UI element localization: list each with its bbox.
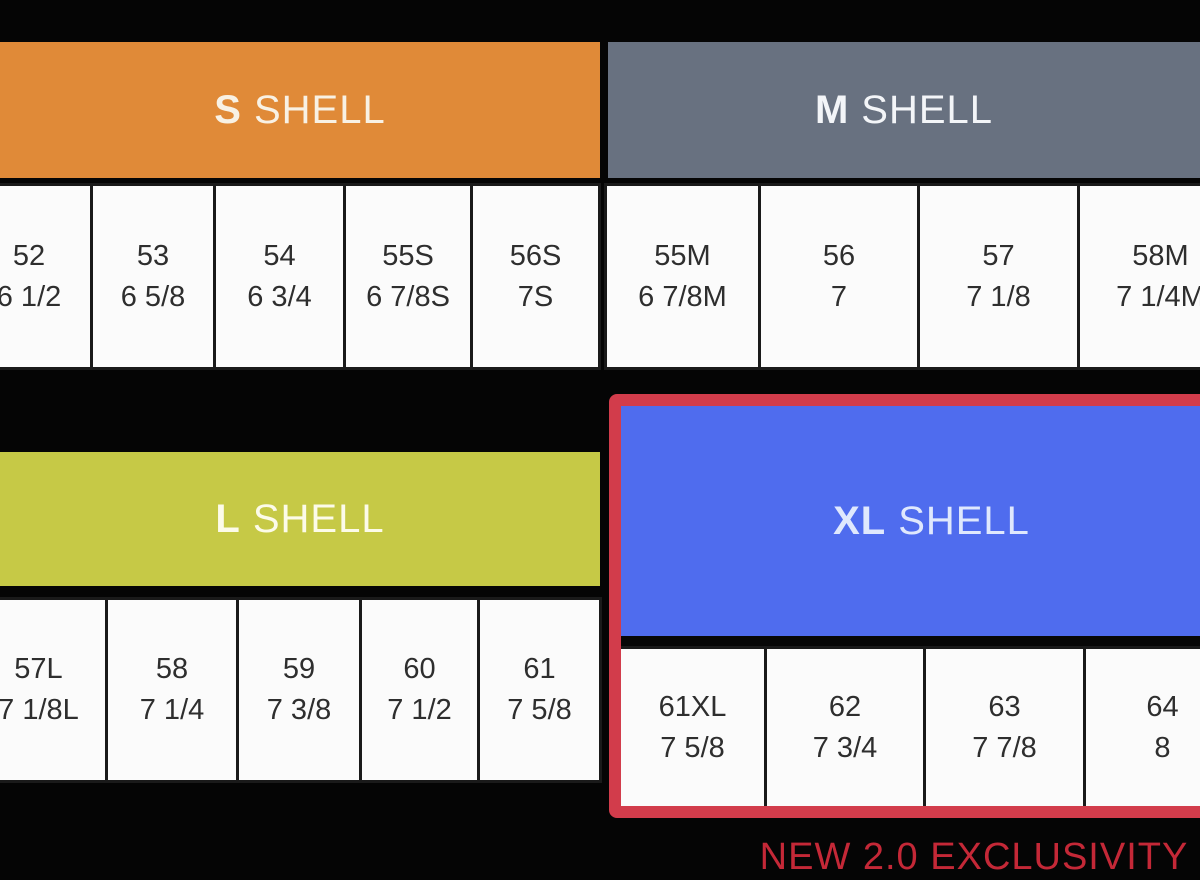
hat-size: 6 7/8S: [366, 280, 450, 313]
hat-size: 7 5/8: [660, 731, 725, 764]
hat-size: 7 1/8: [966, 280, 1031, 313]
helmet-size: 64: [1146, 690, 1179, 723]
size-cell: 57 7 1/8: [920, 183, 1080, 370]
size-cell: 55S 6 7/8S: [346, 183, 473, 370]
hat-size: 7 1/4M: [1116, 280, 1200, 313]
xl-shell-header: XL SHELL: [621, 406, 1200, 636]
hat-size: 7 1/2: [387, 694, 452, 726]
helmet-size: 61: [523, 653, 556, 685]
size-cell: 56S 7S: [473, 183, 601, 370]
m-shell-header: M SHELL: [608, 42, 1200, 178]
hat-size: 7 1/8L: [0, 694, 79, 726]
helmet-size: 55S: [382, 239, 434, 272]
hat-size: 7: [830, 280, 848, 313]
shell-label-size: L: [215, 496, 241, 541]
helmet-size: 53: [136, 239, 170, 272]
shell-label-size: S: [214, 87, 242, 132]
size-cell: 61 7 5/8: [480, 597, 602, 783]
size-cell: 59 7 3/8: [239, 597, 362, 783]
hat-size: 7 7/8: [972, 731, 1037, 764]
l-shell-header: L SHELL: [0, 452, 600, 586]
shell-label-size: XL: [833, 498, 887, 543]
shell-label-word: SHELL: [252, 496, 385, 541]
helmet-size: 62: [828, 690, 862, 723]
size-cell: 60 7 1/2: [362, 597, 480, 783]
helmet-size: 57: [982, 239, 1015, 272]
hat-size: 6 1/2: [0, 280, 62, 313]
m-shell-row: 55M 6 7/8M 56 7 57 7 1/8 58M 7 1/4M: [604, 183, 1200, 370]
helmet-size: 52: [12, 239, 46, 272]
hat-size: 8: [1154, 731, 1171, 764]
size-cell: 56 7: [761, 183, 920, 370]
helmet-size: 63: [988, 690, 1021, 723]
size-cell: 57L 7 1/8L: [0, 597, 108, 783]
size-cell: 62 7 3/4: [767, 646, 926, 806]
xl-shell-row: 61XL 7 5/8 62 7 3/4 63 7 7/8 64 8: [621, 646, 1200, 806]
size-cell: 52 6 1/2: [0, 183, 93, 370]
s-shell-row: 52 6 1/2 53 6 5/8 54 6 3/4 55S 6 7/8S 56…: [0, 183, 601, 370]
hat-size: 7S: [517, 280, 554, 313]
hat-size: 7 5/8: [507, 694, 572, 726]
hat-size: 7 3/4: [812, 731, 878, 764]
hat-size: 6 5/8: [120, 280, 186, 313]
size-cell: 64 8: [1086, 646, 1200, 806]
helmet-size: 60: [403, 653, 436, 685]
hat-size: 7 3/8: [266, 694, 332, 726]
l-shell-row: 57L 7 1/8L 58 7 1/4 59 7 3/8 60 7 1/2 61…: [0, 597, 602, 783]
size-cell: 55M 6 7/8M: [604, 183, 761, 370]
shell-label-word: SHELL: [253, 87, 386, 132]
helmet-size: 59: [282, 653, 316, 685]
hat-size: 6 7/8M: [638, 280, 727, 313]
hat-size: 7 1/4: [139, 694, 205, 726]
size-cell: 63 7 7/8: [926, 646, 1086, 806]
s-shell-header: S SHELL: [0, 42, 600, 178]
shell-label-size: M: [814, 87, 850, 132]
helmet-size: 54: [263, 239, 296, 272]
helmet-size: 58: [155, 653, 189, 685]
helmet-size: 55M: [654, 239, 711, 272]
hat-size: 6 3/4: [247, 280, 312, 313]
size-cell: 58 7 1/4: [108, 597, 239, 783]
helmet-size: 56S: [509, 239, 562, 272]
helmet-size: 58M: [1132, 239, 1189, 272]
helmet-size: 61XL: [658, 690, 727, 723]
size-cell: 53 6 5/8: [93, 183, 216, 370]
size-cell: 58M 7 1/4M: [1080, 183, 1200, 370]
helmet-size: 57L: [14, 653, 63, 685]
helmet-size: 56: [822, 239, 856, 272]
xl-shell-highlight-box: XL SHELL 61XL 7 5/8 62 7 3/4 63 7 7/8 64…: [609, 394, 1200, 818]
size-cell: 54 6 3/4: [216, 183, 346, 370]
shell-label-word: SHELL: [861, 87, 994, 132]
exclusivity-note: NEW 2.0 EXCLUSIVITY: [759, 836, 1189, 878]
size-cell: 61XL 7 5/8: [621, 646, 767, 806]
shell-label-word: SHELL: [898, 498, 1030, 543]
